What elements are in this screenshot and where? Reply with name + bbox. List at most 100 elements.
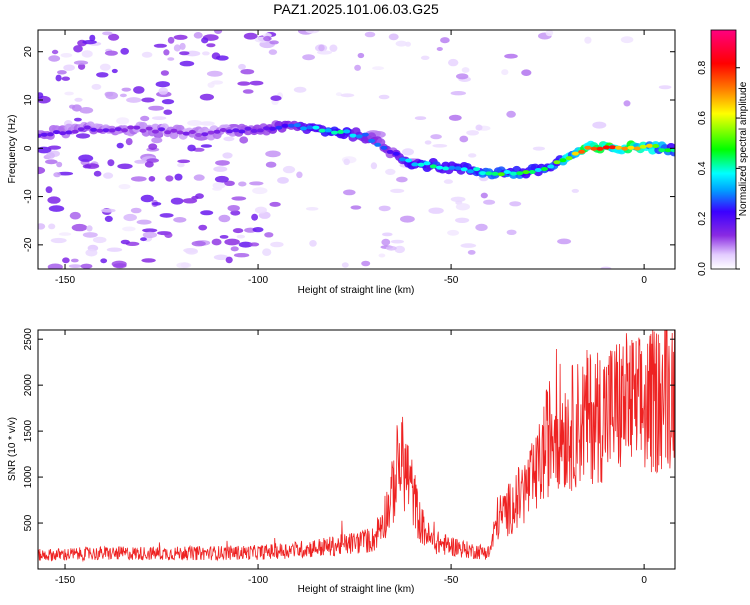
- heatmap-cell: [121, 128, 128, 133]
- heatmap-cell: [223, 136, 235, 142]
- y-tick-label: 10: [23, 94, 34, 106]
- heatmap-cell: [105, 91, 118, 100]
- heatmap-cell: [256, 128, 264, 133]
- y-tick-label: 1000: [23, 466, 34, 489]
- heatmap-cell: [117, 163, 133, 170]
- heatmap-cell: [423, 161, 431, 166]
- heatmap-cell: [343, 189, 356, 196]
- heatmap-cell: [90, 127, 98, 132]
- x-tick-label: -150: [55, 275, 75, 286]
- heatmap-cell: [38, 92, 44, 99]
- heatmap-cell: [545, 30, 554, 37]
- heatmap-cell: [364, 31, 376, 38]
- heatmap-cell: [639, 144, 647, 149]
- heatmap-cell: [145, 126, 153, 131]
- heatmap-cell: [45, 186, 53, 194]
- heatmap-cell: [213, 254, 229, 261]
- heatmap-cell: [466, 130, 479, 136]
- heatmap-cell: [578, 149, 586, 154]
- heatmap-cell: [553, 160, 561, 165]
- heatmap-cell: [85, 249, 98, 257]
- heatmap-cell: [254, 206, 267, 214]
- heatmap-cell: [480, 192, 488, 199]
- heatmap-cell: [108, 128, 116, 133]
- colorbar-ticks: 0.0 0.2 0.4 0.6 0.8: [697, 60, 740, 276]
- heatmap-cell: [106, 247, 123, 252]
- y-tick-label: 20: [23, 46, 34, 58]
- heatmap-cell: [448, 165, 456, 170]
- heatmap-cell: [652, 144, 660, 148]
- heatmap-cell: [430, 134, 442, 140]
- heatmap-cell: [372, 66, 385, 71]
- heatmap-cell: [443, 179, 453, 184]
- heatmap-cell: [100, 208, 116, 213]
- heatmap-cell: [461, 67, 470, 73]
- y-tick-label: 500: [23, 514, 34, 531]
- heatmap-cell: [600, 266, 612, 269]
- heatmap-cell: [269, 126, 277, 131]
- heatmap-cell: [249, 242, 260, 247]
- heatmap-cell: [195, 133, 203, 137]
- heatmap-cell: [541, 167, 548, 171]
- heatmap-cell: [318, 44, 325, 52]
- heatmap-cell: [151, 116, 167, 120]
- heatmap-cell: [47, 145, 62, 150]
- heatmap-cell: [646, 143, 653, 148]
- heatmap-cell: [120, 47, 129, 55]
- heatmap-cell: [388, 33, 399, 41]
- heatmap-cell: [198, 224, 208, 231]
- heatmap-cell: [243, 32, 258, 40]
- heatmap-cell: [167, 36, 175, 44]
- heatmap-cell: [402, 148, 414, 156]
- y-tick-label: 0: [23, 145, 34, 151]
- heatmap-cell: [170, 197, 184, 205]
- heatmap-cell: [82, 164, 92, 169]
- heatmap-cell: [380, 145, 388, 150]
- heatmap-cell: [185, 248, 199, 255]
- heatmap-cell: [140, 194, 154, 203]
- heatmap-cell: [225, 256, 233, 264]
- heatmap-cell: [165, 175, 174, 182]
- heatmap-cell: [263, 35, 272, 42]
- heatmap-cell: [179, 51, 190, 56]
- heatmap-cell: [176, 130, 184, 135]
- heatmap-cell: [429, 164, 437, 169]
- heatmap-cell: [77, 127, 85, 132]
- heatmap-cell: [491, 171, 499, 176]
- heatmap-cell: [55, 74, 62, 82]
- heatmap-cell: [244, 126, 252, 131]
- colorbar-gradient: [710, 29, 737, 270]
- heatmap-cell: [232, 128, 240, 133]
- heatmap-cell: [390, 188, 405, 193]
- heatmap-cell: [343, 158, 351, 166]
- heatmap-cell: [164, 130, 172, 135]
- heatmap-cell: [395, 40, 408, 47]
- heatmap-cell: [281, 123, 289, 128]
- heatmap-cell: [92, 236, 107, 244]
- x-tick-label: -100: [248, 275, 268, 286]
- heatmap-cell: [565, 156, 573, 161]
- heatmap-cell: [252, 187, 268, 195]
- heatmap-cell: [104, 50, 118, 56]
- heatmap-cell: [305, 30, 320, 34]
- heatmap-cell: [269, 201, 281, 207]
- heatmap-cell: [83, 125, 91, 130]
- heatmap-cell: [516, 171, 524, 176]
- heatmap-cell: [571, 188, 579, 193]
- heatmap-cell: [428, 207, 444, 214]
- heatmap-cell: [173, 217, 187, 223]
- heatmap-cell: [584, 36, 592, 44]
- heatmap-cell: [239, 136, 249, 144]
- heatmap-cell: [47, 196, 61, 204]
- heatmap-cell: [609, 145, 616, 150]
- heatmap-cell: [238, 63, 246, 70]
- heatmap-cell: [233, 253, 250, 258]
- colorbar-tick-label: 0.6: [697, 111, 708, 125]
- heatmap-cell: [473, 167, 481, 172]
- x-tick-label: -50: [444, 275, 459, 286]
- heatmap-cell: [45, 159, 58, 165]
- heatmap-cell: [82, 232, 98, 238]
- heatmap-cell: [48, 55, 61, 62]
